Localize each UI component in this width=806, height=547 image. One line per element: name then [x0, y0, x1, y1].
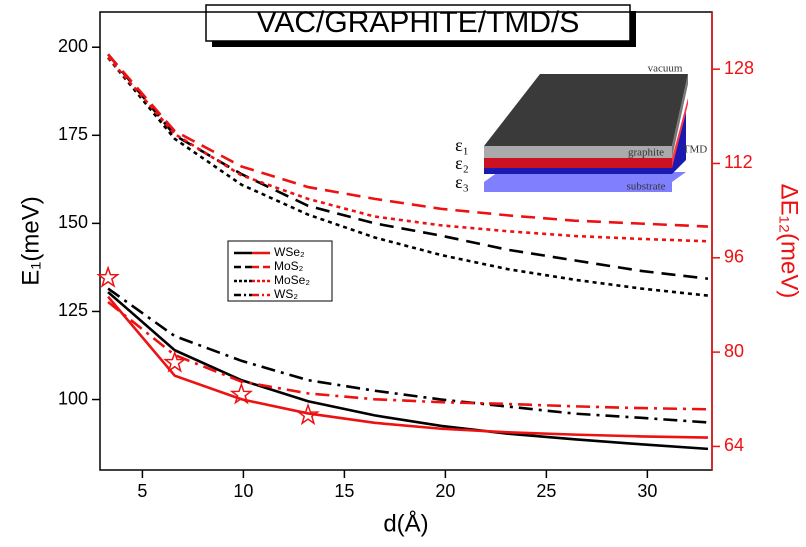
- y2-tick-label: 80: [724, 341, 744, 361]
- y-axis-label: E₁(meV): [17, 196, 44, 285]
- tmd-side: [672, 98, 688, 168]
- inset: vacuum graphite TMD substrate ε₁ ε₂ ε₃: [455, 63, 707, 193]
- y-tick-label: 100: [58, 388, 88, 408]
- legend-label: MoSe₂: [274, 273, 310, 287]
- legend-label: WSe₂: [274, 245, 305, 259]
- x-tick-label: 25: [536, 481, 556, 501]
- x-tick-label: 20: [435, 481, 455, 501]
- star-marker: [296, 402, 320, 426]
- series-line: [107, 53, 709, 280]
- inset-label: graphite: [628, 147, 664, 159]
- inset-label: ε₂: [455, 153, 469, 173]
- y2-axis-label: ΔE₁₂(meV): [776, 184, 803, 299]
- legend-box: [227, 240, 333, 302]
- y-tick-label: 175: [58, 124, 88, 144]
- inset-label: ε₃: [455, 172, 469, 192]
- y2-tick-label: 112: [724, 152, 753, 172]
- graphite-side: [672, 74, 688, 158]
- x-tick-label: 30: [637, 481, 657, 501]
- y-tick-label: 125: [58, 300, 88, 320]
- series-line: [107, 300, 708, 411]
- star-marker: [96, 265, 120, 288]
- y2-tick-label: 128: [724, 58, 754, 78]
- star-marker: [229, 382, 254, 405]
- inset-label: substrate: [626, 181, 665, 193]
- legend-label: MoS₂: [274, 259, 304, 273]
- tmd-layer: [484, 158, 672, 168]
- series-line: [107, 291, 709, 451]
- series-line: [107, 53, 709, 228]
- y-tick-label: 200: [58, 36, 88, 56]
- series-line: [107, 287, 709, 424]
- chart-title: VAC/GRAPHITE/TMD/S: [257, 6, 580, 39]
- x-tick-label: 15: [334, 481, 354, 501]
- series-line: [107, 56, 709, 243]
- inset-label: vacuum: [648, 63, 683, 75]
- graphite-top: [484, 74, 688, 146]
- star-marker: [163, 350, 187, 373]
- title-box: [205, 4, 631, 42]
- series-line: [107, 56, 709, 297]
- x-tick-label: 5: [137, 481, 147, 501]
- graphite-layer: [484, 146, 672, 158]
- substrate-layer: [484, 172, 686, 192]
- x-tick-label: 10: [233, 481, 253, 501]
- legend-label: WS₂: [274, 287, 298, 301]
- series-line: [107, 295, 708, 439]
- y-tick-label: 150: [58, 212, 88, 232]
- y2-tick-label: 96: [724, 247, 744, 267]
- inset-label: ε₁: [455, 135, 469, 155]
- y2-tick-label: 64: [724, 435, 744, 455]
- x-axis-label: d(Å): [383, 509, 428, 537]
- inset-label: TMD: [683, 144, 708, 156]
